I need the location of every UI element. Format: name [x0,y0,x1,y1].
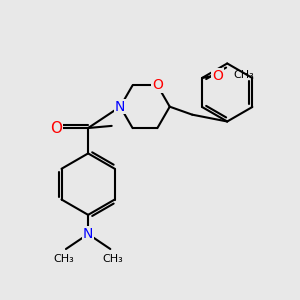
Text: N: N [83,227,93,241]
Text: O: O [50,121,62,136]
Text: O: O [212,69,223,83]
Text: N: N [115,100,125,114]
Text: CH₃: CH₃ [53,254,74,264]
Text: CH₃: CH₃ [102,254,123,264]
Text: O: O [152,78,163,92]
Text: CH₃: CH₃ [233,70,254,80]
